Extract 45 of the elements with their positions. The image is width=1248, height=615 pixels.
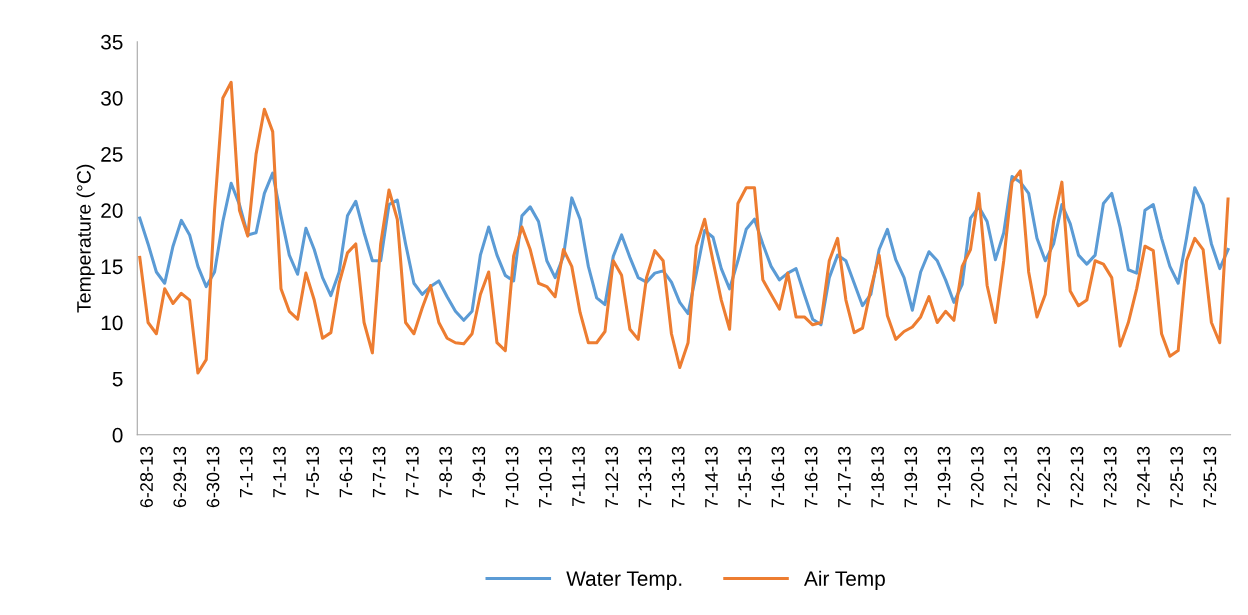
x-tick-label: 7-10-13 [505,446,519,508]
x-tick-label: 6-30-13 [206,446,220,508]
x-tick-label: 7-12-13 [605,446,619,508]
x-tick-label: 7-16-13 [804,446,818,508]
line-series [138,80,1230,375]
x-tick-label: 7-25-13 [1203,446,1217,508]
x-tick-label: 7-1-13 [239,446,253,498]
legend-label: Air Temp [803,570,885,591]
x-tick-label: 7-21-13 [1004,446,1017,508]
x-tick-label: 7-19-13 [904,446,918,508]
x-tick-label: 7-13-13 [671,446,685,508]
y-tick-label: 30 [101,90,123,106]
y-tick-label: 5 [112,371,123,387]
x-tick-label: 7-6-13 [339,446,353,498]
x-tick-label: 7-9-13 [472,446,486,498]
x-tick-label: 7-5-13 [306,446,320,498]
x-tick-label: 7-14-13 [705,446,718,508]
x-tick-label: 7-10-13 [538,446,552,508]
x-tick-label: 6-28-13 [140,446,153,508]
x-tick-label: 7-24-13 [1137,446,1150,508]
y-tick-label: 20 [101,203,123,218]
y-tick-label: 25 [101,147,123,162]
y-tick-label: 35 [101,34,123,50]
y-tick-label: 15 [101,259,123,275]
x-tick-label: 7-22-13 [1070,446,1084,508]
legend-label: Water Temp. [566,571,682,591]
x-tick-label: 7-15-13 [738,446,752,508]
x-tick-label: 7-17-13 [837,446,851,508]
x-tick-label: 7-7-13 [372,446,386,498]
x-tick-label: 7-7-13 [405,446,419,498]
x-tick-label: 7-23-13 [1103,446,1117,508]
y-axis-title: Temperature (°C) [76,164,95,313]
y-tick-label: 10 [101,315,123,331]
x-tick-label: 7-8-13 [439,446,452,498]
x-tick-label: 7-25-13 [1170,446,1184,508]
x-tick-label: 7-1-13 [273,446,286,498]
x-tick-label: 6-29-13 [173,446,187,508]
y-tick-label: 0 [112,427,123,443]
x-tick-label: 7-13-13 [638,446,652,508]
x-tick-label: 7-19-13 [937,446,951,508]
x-tick-label: 7-16-13 [771,446,785,508]
x-tick-label: 7-22-13 [1037,446,1051,508]
x-tick-label: 7-20-13 [970,446,984,508]
x-tick-label: 7-11-13 [572,446,585,506]
x-tick-label: 7-18-13 [871,446,884,508]
